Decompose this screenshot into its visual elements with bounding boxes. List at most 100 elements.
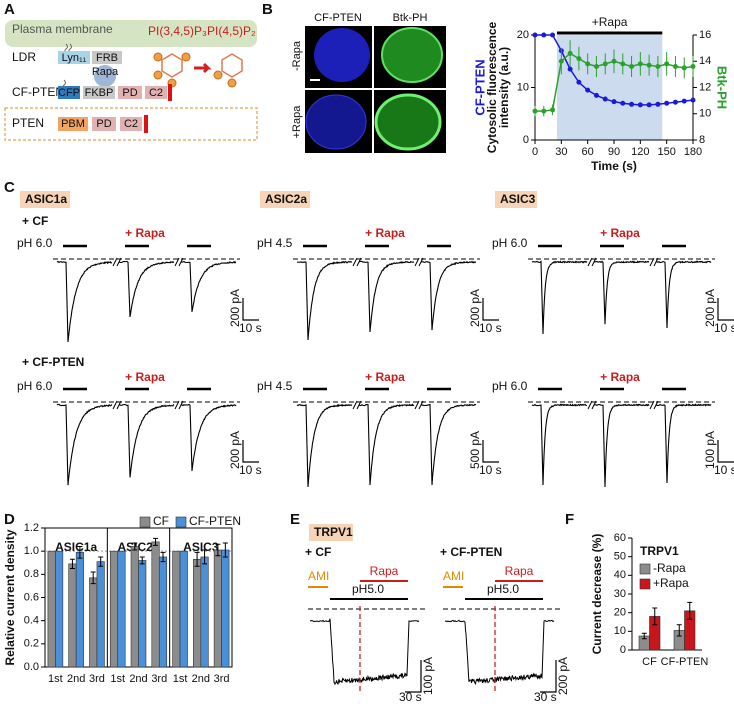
panel-label: C xyxy=(4,179,15,196)
domain-label: FKBP xyxy=(85,87,114,99)
y-tick-label: 0.8 xyxy=(24,568,39,580)
domain-box xyxy=(92,51,122,64)
row-label: + CF xyxy=(22,214,48,228)
series-label: CF-PTEN xyxy=(472,59,487,115)
bar xyxy=(179,550,188,668)
data-point xyxy=(550,32,556,38)
x-tick-label: 30 xyxy=(555,146,567,158)
data-point xyxy=(637,61,643,67)
y-tick-label: 0.0 xyxy=(24,661,39,673)
y-tick-label: 10 xyxy=(517,81,529,93)
x-tick-label: 3rd xyxy=(214,673,230,685)
scale-label: 200 pA xyxy=(703,289,717,327)
current-trace xyxy=(531,403,588,486)
inositol xyxy=(161,53,243,78)
domain-label: PBM xyxy=(61,118,85,130)
construct-label: TRPV1 xyxy=(314,525,353,539)
rapa-label: Rapa xyxy=(92,66,119,78)
scale-label: 10 s xyxy=(479,321,502,335)
y2-tick-label: 14 xyxy=(699,55,711,67)
domain-label: FRB xyxy=(96,52,118,64)
y-tick-label: 40 xyxy=(614,569,626,581)
data-point xyxy=(541,108,547,114)
data-point xyxy=(629,64,635,69)
rapa-label: + Rapa xyxy=(125,226,165,240)
cell-image xyxy=(381,27,443,83)
legend-swatch xyxy=(639,578,651,590)
scale-label: 100 pA xyxy=(421,657,435,695)
bar xyxy=(172,550,181,668)
pten-box xyxy=(4,107,258,141)
error-bar xyxy=(160,551,166,563)
x-tick-label: 3rd xyxy=(89,673,105,685)
data-point xyxy=(646,102,652,108)
data-point xyxy=(620,100,626,106)
current-trace xyxy=(180,260,237,313)
ph-label: pH 4.5 xyxy=(257,236,293,250)
data-point xyxy=(664,61,670,67)
bar xyxy=(138,560,147,668)
error-bar xyxy=(69,558,75,570)
construct-label: ASIC3 xyxy=(500,192,536,206)
current-trace xyxy=(593,260,650,325)
scale-bar xyxy=(405,660,422,693)
domain-box xyxy=(83,86,115,99)
current-trace xyxy=(118,260,175,318)
domain-box xyxy=(145,86,167,99)
data-point xyxy=(550,107,556,113)
rapa-icon xyxy=(94,65,116,87)
image-column-label: CF-PTEN xyxy=(314,12,362,24)
image-row-label: +Rapa xyxy=(291,105,303,139)
ph-label: pH 6.0 xyxy=(17,236,53,250)
data-point xyxy=(681,98,687,104)
ph-label: pH5.0 xyxy=(352,582,384,596)
y-tick-label: 0.4 xyxy=(24,615,39,627)
ph-label: pH 6.0 xyxy=(492,379,528,393)
domain-label: C2 xyxy=(149,87,163,99)
error-bar xyxy=(139,556,145,565)
x-tick-label: 60 xyxy=(582,146,594,158)
break-mark xyxy=(112,400,122,410)
panel-a: Plasma membrane PI(3,4,5)P₃ PI(4,5)P₂ LD… xyxy=(4,20,258,141)
scale-label: 200 pA xyxy=(228,289,242,327)
bar xyxy=(96,561,105,668)
current-trace xyxy=(358,403,415,486)
construct-label: ASIC1a xyxy=(25,192,67,206)
scale-label: 100 pA xyxy=(703,431,717,469)
x-tick-label: 2nd xyxy=(129,673,147,685)
bar xyxy=(221,549,230,668)
current-trace xyxy=(296,403,353,488)
rapa-label: + Rapa xyxy=(125,370,165,384)
y-tick-label: 0.6 xyxy=(24,591,39,603)
domain-label: C2 xyxy=(124,118,138,130)
y-tick-label: 0 xyxy=(523,134,529,146)
y2-tick-label: 12 xyxy=(699,81,711,93)
rapa-label: Rapa xyxy=(505,564,534,578)
domain-label: CFP xyxy=(58,87,80,99)
panel-b-images: CF-PTEN Btk-PH -Rapa +Rapa xyxy=(291,12,446,153)
cell-image xyxy=(314,28,370,82)
data-point xyxy=(602,61,608,67)
row-label: + CF-PTEN xyxy=(22,355,84,369)
break-mark xyxy=(414,257,424,267)
data-point xyxy=(585,61,591,67)
image-row-label: -Rapa xyxy=(291,40,303,71)
x-tick-label: 2nd xyxy=(192,673,210,685)
bar xyxy=(213,549,222,668)
y-tick-label: 50 xyxy=(614,551,626,563)
bar xyxy=(158,556,168,668)
x-tick-label: CF-PTEN xyxy=(661,656,709,668)
bar xyxy=(200,556,209,668)
membrane-label: Plasma membrane xyxy=(12,22,113,36)
domain-box xyxy=(168,84,172,101)
data-point xyxy=(672,99,678,105)
break-mark xyxy=(587,400,597,410)
scale-label: 200 pA xyxy=(556,657,570,695)
ph-label: pH 6.0 xyxy=(492,236,528,250)
y-tick-label: 1.2 xyxy=(24,522,39,534)
bar xyxy=(68,563,77,668)
rapa-label: + Rapa xyxy=(600,370,640,384)
domain-label: Lyn₁₁ xyxy=(62,52,87,64)
construct-box xyxy=(260,191,310,208)
current-trace xyxy=(655,260,712,329)
